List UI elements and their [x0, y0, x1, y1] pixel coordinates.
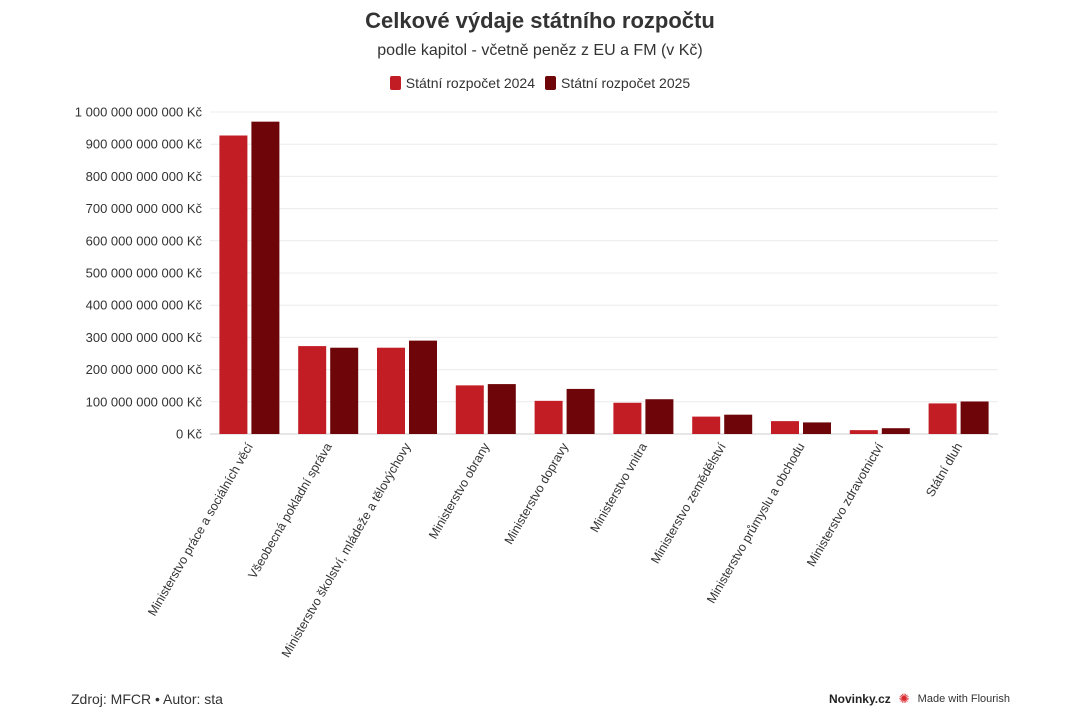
- bar-2025[interactable]: [724, 414, 753, 434]
- x-tick-label: Všeobecná pokladní správa: [246, 440, 335, 581]
- source-note: Zdroj: MFCR • Autor: sta: [71, 691, 223, 707]
- x-tick-label: Státní dluh: [923, 440, 965, 499]
- footer-credits: Novinky.cz ✺ Made with Flourish: [829, 691, 1010, 707]
- bar-2024[interactable]: [377, 347, 405, 434]
- y-tick-label: 100 000 000 000 Kč: [86, 394, 203, 409]
- legend-swatch-2025: [545, 76, 556, 90]
- x-tick-label: Ministerstvo školství, mládeže a tělovýc…: [279, 440, 414, 660]
- x-tick-label: Ministerstvo práce a sociálních věcí: [145, 440, 256, 618]
- bar-2025[interactable]: [566, 388, 595, 434]
- flourish-credit[interactable]: Made with Flourish: [917, 693, 1010, 705]
- y-tick-label: 400 000 000 000 Kč: [86, 298, 203, 313]
- bar-2024[interactable]: [534, 400, 563, 434]
- brand-logo[interactable]: Novinky.cz: [828, 692, 891, 706]
- y-tick-label: 1 000 000 000 000 Kč: [75, 105, 203, 120]
- flourish-icon: ✺: [898, 691, 910, 706]
- legend-label-2024: Státní rozpočet 2024: [405, 75, 535, 91]
- y-tick-label: 600 000 000 000 Kč: [86, 233, 203, 248]
- bar-2024[interactable]: [455, 385, 484, 434]
- bar-2025[interactable]: [330, 347, 359, 434]
- bar-2024[interactable]: [298, 346, 327, 434]
- legend-item-2024[interactable]: Státní rozpočet 2024: [389, 75, 535, 91]
- bar-2025[interactable]: [881, 428, 910, 434]
- chart-title: Celkové výdaje státního rozpočtu: [365, 8, 715, 33]
- y-tick-label: 800 000 000 000 Kč: [86, 169, 203, 184]
- bar-2024[interactable]: [219, 135, 248, 435]
- y-tick-label: 300 000 000 000 Kč: [86, 330, 203, 345]
- y-tick-label: 900 000 000 000 Kč: [86, 137, 203, 152]
- bar-2024[interactable]: [928, 403, 957, 434]
- bar-2024[interactable]: [771, 421, 799, 434]
- x-tick-label: Ministerstvo zdravotnictví: [804, 440, 887, 569]
- legend: Státní rozpočet 2024 Státní rozpočet 202…: [0, 75, 1080, 91]
- x-tick-label: Ministerstvo dopravy: [502, 440, 572, 547]
- bar-2024[interactable]: [692, 416, 721, 434]
- bar-2024[interactable]: [849, 430, 878, 434]
- y-tick-label: 700 000 000 000 Kč: [86, 201, 203, 216]
- x-tick-label: Ministerstvo vnitra: [588, 440, 651, 534]
- bar-2025[interactable]: [803, 422, 831, 434]
- legend-swatch-2024: [389, 76, 401, 90]
- bar-2024[interactable]: [613, 402, 642, 434]
- legend-label-2025: Státní rozpočet 2025: [561, 75, 691, 91]
- x-tick-label: Ministerstvo obrany: [426, 440, 493, 542]
- chart-subtitle: podle kapitol - včetně peněz z EU a FM (…: [377, 42, 703, 59]
- bar-2025[interactable]: [960, 401, 989, 434]
- bar-2025[interactable]: [409, 340, 437, 434]
- y-tick-label: 500 000 000 000 Kč: [86, 266, 203, 281]
- legend-item-2025[interactable]: Státní rozpočet 2025: [545, 75, 690, 91]
- x-tick-label: Ministerstvo průmyslu a obchodu: [704, 440, 808, 605]
- y-tick-label: 200 000 000 000 Kč: [86, 362, 203, 377]
- bar-2025[interactable]: [487, 384, 516, 434]
- y-tick-label: 0 Kč: [176, 427, 203, 442]
- x-tick-label: Ministerstvo zemědělství: [648, 440, 729, 566]
- bar-2025[interactable]: [251, 121, 280, 434]
- bar-2025[interactable]: [645, 399, 674, 434]
